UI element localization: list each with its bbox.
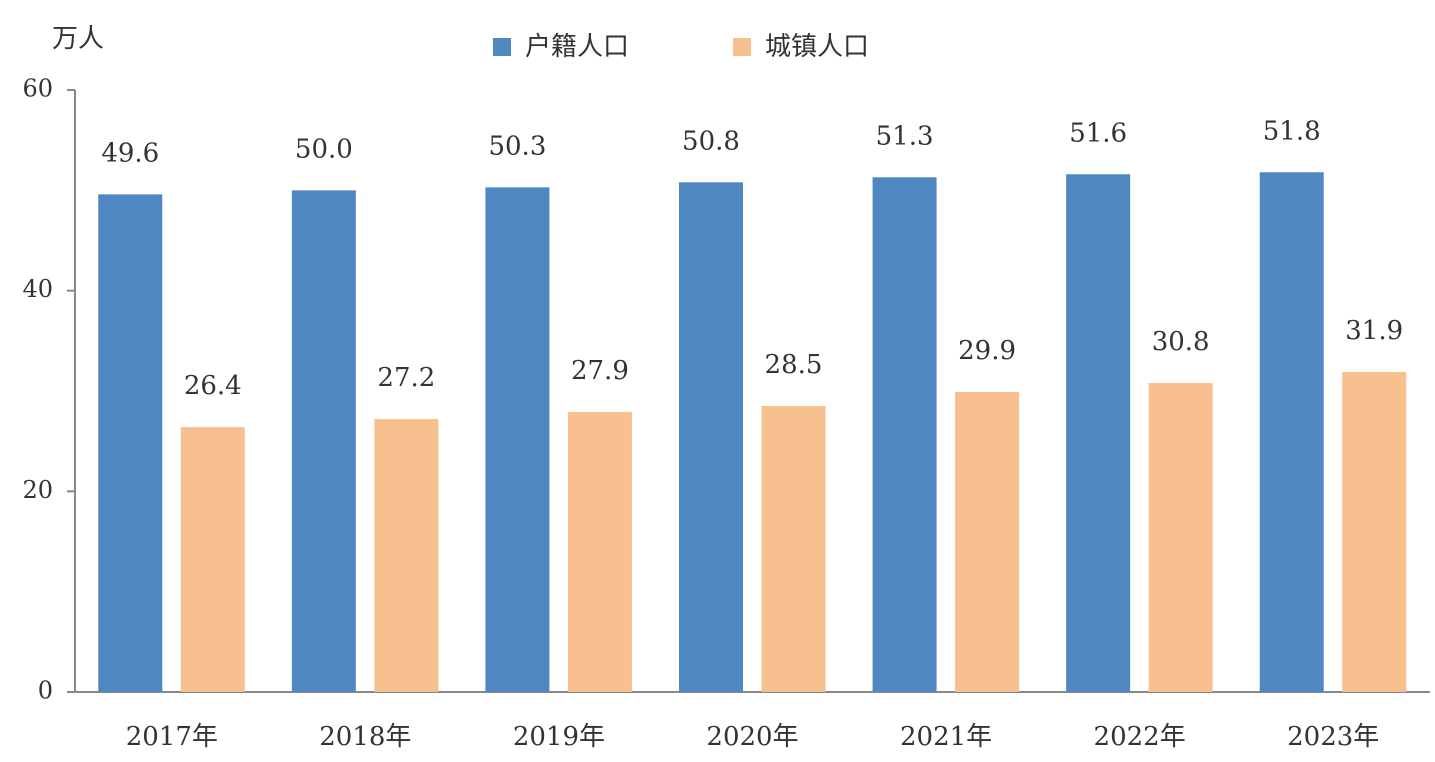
- legend-swatch: [493, 38, 511, 56]
- bar: [291, 190, 356, 693]
- value-label: 50.0: [295, 134, 353, 164]
- value-label: 27.9: [571, 356, 629, 386]
- legend-swatch: [733, 38, 751, 56]
- bar: [180, 427, 245, 692]
- y-axis-unit: 万人: [52, 24, 104, 54]
- bar: [567, 412, 632, 692]
- value-label: 30.8: [1152, 327, 1210, 357]
- x-tick-label: 2021年: [900, 722, 992, 752]
- bar: [98, 194, 163, 692]
- x-tick-label: 2020年: [706, 722, 798, 752]
- bar: [1259, 172, 1324, 693]
- value-label: 51.6: [1069, 118, 1127, 148]
- value-label: 50.8: [682, 126, 740, 156]
- bar: [872, 177, 937, 693]
- bar: [761, 406, 826, 692]
- value-label: 50.3: [488, 131, 546, 161]
- x-tick-label: 2019年: [513, 722, 605, 752]
- y-tick-label: 40: [22, 275, 53, 303]
- legend-label: 户籍人口: [525, 32, 629, 62]
- bar: [1342, 371, 1407, 692]
- value-label: 26.4: [184, 371, 242, 401]
- legend-label: 城镇人口: [765, 32, 869, 62]
- bar: [679, 182, 743, 692]
- value-label: 49.6: [101, 138, 159, 168]
- x-tick-label: 2023年: [1287, 722, 1379, 752]
- bar: [1066, 174, 1131, 692]
- bar: [1148, 382, 1213, 692]
- bar: [485, 187, 550, 692]
- value-label: 51.3: [876, 121, 934, 151]
- value-label: 51.8: [1263, 116, 1321, 146]
- value-label: 28.5: [765, 350, 823, 380]
- value-label: 31.9: [1345, 316, 1403, 346]
- x-tick-label: 2017年: [126, 722, 218, 752]
- y-tick-label: 20: [22, 476, 53, 504]
- bar: [374, 419, 439, 692]
- x-tick-label: 2022年: [1094, 722, 1186, 752]
- bar: [955, 392, 1020, 692]
- y-tick-label: 60: [22, 75, 53, 103]
- y-tick-label: 0: [38, 677, 53, 705]
- value-label: 27.2: [377, 363, 435, 393]
- value-label: 29.9: [958, 336, 1016, 366]
- x-tick-label: 2018年: [319, 722, 411, 752]
